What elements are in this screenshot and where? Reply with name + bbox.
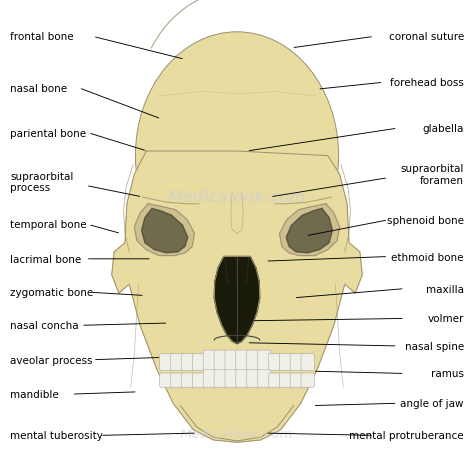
FancyBboxPatch shape (301, 354, 314, 370)
Text: nasal bone: nasal bone (10, 84, 67, 94)
Polygon shape (334, 243, 362, 294)
FancyBboxPatch shape (192, 354, 206, 370)
Text: temporal bone: temporal bone (10, 220, 87, 230)
FancyBboxPatch shape (182, 354, 195, 370)
FancyBboxPatch shape (182, 373, 195, 387)
FancyBboxPatch shape (225, 350, 238, 370)
Text: mental tuberosity: mental tuberosity (10, 431, 103, 441)
FancyBboxPatch shape (160, 354, 173, 370)
FancyBboxPatch shape (225, 370, 238, 387)
Text: nasal concha: nasal concha (10, 320, 79, 330)
Text: sphenoid bone: sphenoid bone (387, 215, 464, 225)
FancyBboxPatch shape (214, 350, 228, 370)
FancyBboxPatch shape (290, 354, 303, 370)
Text: Medicalook.com: Medicalook.com (168, 190, 306, 205)
FancyBboxPatch shape (257, 370, 271, 387)
Text: mental protruberance: mental protruberance (349, 431, 464, 441)
FancyBboxPatch shape (290, 373, 303, 387)
FancyBboxPatch shape (214, 370, 228, 387)
Text: zygomatic bone: zygomatic bone (10, 288, 93, 297)
Text: forehead boss: forehead boss (390, 78, 464, 88)
Text: maxilla: maxilla (426, 284, 464, 294)
FancyBboxPatch shape (279, 354, 292, 370)
FancyBboxPatch shape (279, 373, 292, 387)
Polygon shape (135, 204, 194, 256)
FancyBboxPatch shape (246, 350, 260, 370)
FancyBboxPatch shape (236, 370, 249, 387)
Polygon shape (214, 257, 260, 344)
FancyBboxPatch shape (268, 354, 282, 370)
Text: frontal bone: frontal bone (10, 32, 74, 42)
Text: volmer: volmer (428, 314, 464, 324)
Polygon shape (142, 209, 188, 253)
FancyBboxPatch shape (268, 373, 282, 387)
FancyBboxPatch shape (203, 350, 217, 370)
Text: ramus: ramus (431, 369, 464, 379)
FancyBboxPatch shape (301, 373, 314, 387)
Polygon shape (280, 204, 339, 256)
Ellipse shape (136, 33, 338, 280)
Text: lacrimal bone: lacrimal bone (10, 254, 82, 264)
Text: nasal spine: nasal spine (405, 341, 464, 351)
Text: ethmoid bone: ethmoid bone (392, 252, 464, 262)
Text: mandible: mandible (10, 389, 59, 399)
FancyBboxPatch shape (203, 370, 217, 387)
Text: glabella: glabella (422, 124, 464, 134)
Text: supraorbital
foramen: supraorbital foramen (401, 164, 464, 185)
Text: coronal suture: coronal suture (389, 32, 464, 42)
Polygon shape (286, 209, 332, 253)
Polygon shape (112, 243, 140, 294)
Text: supraorbital
process: supraorbital process (10, 172, 73, 193)
FancyBboxPatch shape (171, 354, 184, 370)
Polygon shape (125, 152, 349, 442)
FancyBboxPatch shape (246, 370, 260, 387)
FancyBboxPatch shape (171, 373, 184, 387)
Text: Medicalook.com: Medicalook.com (180, 427, 294, 440)
Text: angle of jaw: angle of jaw (401, 398, 464, 409)
FancyBboxPatch shape (257, 350, 271, 370)
Text: aveolar process: aveolar process (10, 355, 92, 365)
FancyBboxPatch shape (160, 373, 173, 387)
FancyBboxPatch shape (236, 350, 249, 370)
Text: pariental bone: pariental bone (10, 129, 86, 139)
FancyBboxPatch shape (192, 373, 206, 387)
